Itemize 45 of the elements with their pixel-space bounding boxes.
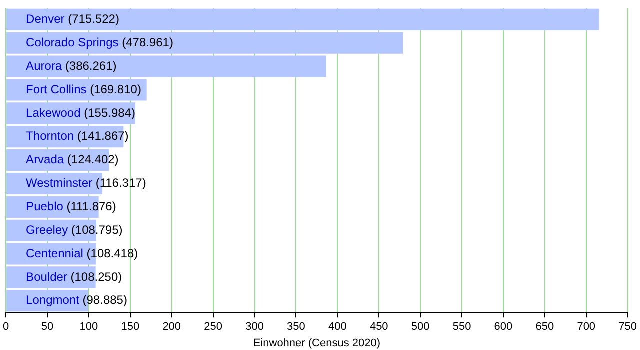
x-tick-label: 650 [536,321,554,334]
y-tick-label: Thornton [26,129,74,144]
x-tick-label: 550 [452,321,472,334]
data-label: (98.885) [82,293,128,308]
y-tick-label: Westminster [26,176,93,190]
x-tick-label: 450 [370,321,388,334]
y-tick-label: Colorado Springs [26,35,119,50]
data-label: (386.261) [65,58,117,73]
data-label: (116.317) [96,176,146,190]
x-tick-label: 150 [121,321,140,334]
y-tick-label: Centennial [26,246,84,260]
x-tick-label: 400 [328,321,347,334]
x-tick-label: 0 [2,321,10,334]
data-label: (108.250) [70,270,122,284]
y-tick-label: Aurora [26,58,62,73]
bar [6,8,600,30]
data-label: (124.402) [67,152,119,167]
y-tick-label: Arvada [26,152,64,167]
data-label: (108.418) [86,246,138,260]
data-label: (478.961) [122,35,174,50]
y-tick-label: Fort Collins [26,82,87,96]
data-label: (155.984) [84,106,136,120]
y-tick-label: Lakewood [26,106,81,120]
data-label: (169.810) [90,82,142,96]
y-tick-label: Greeley [26,222,68,237]
data-label: (108.795) [71,222,123,237]
x-tick-label: 350 [287,321,306,334]
x-tick-label: 300 [246,321,264,334]
x-tick-label: 200 [162,321,182,334]
x-tick-label: 500 [411,321,430,334]
x-tick-label: 250 [204,321,222,334]
data-label: (111.876) [66,199,116,214]
x-axis-title: Einwohner (Census 2020) [253,337,381,350]
data-label: (141.867) [77,129,129,144]
data-label: (715.522) [68,12,120,26]
x-tick-label: 50 [41,321,54,334]
x-tick-label: 100 [80,321,98,334]
y-tick-label: Denver [26,12,65,26]
x-tick-label: 700 [577,321,596,334]
y-tick-label: Longmont [26,293,80,308]
x-tick-label: 750 [618,321,638,334]
x-tick-label: 600 [494,321,513,334]
y-tick-label: Boulder [26,270,68,284]
bar [6,32,404,54]
y-tick-label: Pueblo [26,199,64,214]
